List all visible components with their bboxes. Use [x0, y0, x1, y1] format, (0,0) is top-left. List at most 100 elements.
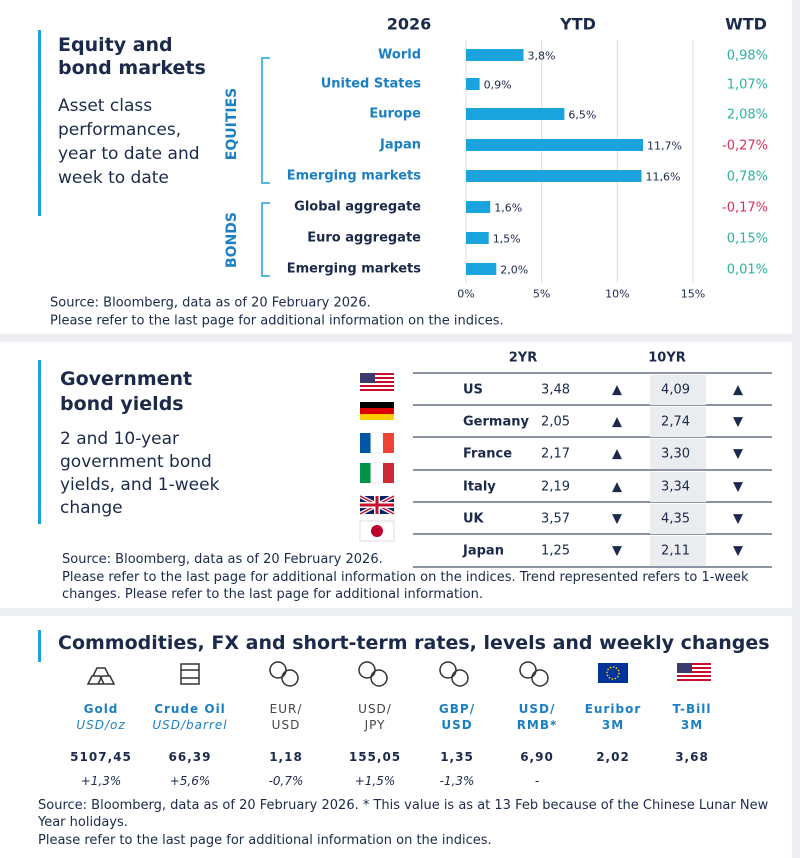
oil-icon [180, 663, 200, 685]
item-name: USD/ [518, 702, 556, 716]
flag-uk [359, 494, 395, 516]
x-tick-label: 5% [532, 287, 551, 301]
trend-10yr: ▼ [733, 479, 743, 495]
equity-panel [0, 0, 792, 334]
category-label: Global aggregate [294, 199, 421, 215]
country: UK [463, 511, 484, 527]
fx-icon [370, 669, 388, 687]
item-name: Gold [83, 702, 119, 716]
bar [466, 201, 491, 213]
item-name: EUR/ [269, 702, 303, 716]
item-unit: JPY [364, 718, 386, 732]
item-name: Crude Oil [154, 702, 226, 716]
value-label: 3,8% [527, 49, 556, 63]
trend-10yr: ▼ [733, 543, 743, 559]
item-level: 1,35 [440, 750, 474, 764]
country: Japan [463, 543, 504, 559]
yield-10yr: 2,74 [661, 414, 690, 430]
trend-2yr: ▲ [612, 382, 622, 398]
yield-2yr: 2,05 [541, 414, 570, 430]
item-name: T-Bill [672, 702, 712, 716]
flag-jp [359, 520, 395, 542]
source-note: Please refer to the last page for additi… [38, 833, 492, 848]
item-unit: USD [441, 718, 473, 732]
item-unit: 3M [601, 718, 625, 732]
chart-subtitle: Asset class performances, year to date a… [58, 96, 200, 188]
fx-icon [451, 669, 469, 687]
yield-10yr: 4,09 [661, 382, 690, 398]
bar [466, 232, 489, 244]
yield-2yr: 3,57 [541, 511, 570, 527]
value-label: 11,6% [645, 170, 681, 184]
value-label: 11,7% [647, 139, 682, 153]
item-level: 2,02 [596, 750, 630, 764]
source-note: Please refer to the last page for additi… [50, 313, 504, 329]
item-level: 6,90 [520, 750, 554, 764]
wtd-value: -0,17% [722, 200, 768, 216]
year-label: 2026 [386, 14, 432, 34]
wtd-value: 0,98% [726, 48, 768, 64]
trend-2yr: ▲ [612, 414, 622, 430]
gold-icon [86, 667, 116, 685]
yield-2yr: 2,19 [541, 479, 570, 495]
item-change: +1,3% [80, 774, 122, 788]
source-note: Source: Bloomberg, data as of 20 Februar… [62, 552, 383, 567]
item-change: -0,7% [268, 774, 304, 788]
yield-10yr: 3,34 [661, 479, 690, 495]
section-subtitle: 2 and 10-year government bond yields, an… [60, 429, 220, 518]
source-note: Source: Bloomberg, data as of 20 Februar… [50, 295, 371, 311]
value-label: 1,5% [492, 232, 521, 246]
yield-10yr: 3,30 [661, 446, 690, 462]
country: Italy [463, 479, 496, 495]
flag-fr [360, 432, 394, 454]
trend-10yr: ▼ [733, 414, 743, 430]
flag-us [360, 373, 394, 391]
item-change: -1,3% [439, 774, 475, 788]
wtd-value: 0,78% [726, 169, 768, 185]
category-label: Japan [380, 137, 421, 153]
trend-2yr: ▲ [612, 479, 622, 495]
country: France [463, 446, 513, 462]
section-title: Government bond yields [60, 368, 193, 415]
yield-10yr: 2,11 [661, 543, 690, 559]
column-header: 2YR [508, 350, 538, 366]
accent-bar [38, 630, 41, 662]
item-unit: USD [271, 718, 301, 732]
flag-eu [598, 663, 628, 683]
x-tick-label: 0% [457, 287, 475, 301]
value-label: 6,5% [568, 108, 597, 122]
column-header: 10YR [648, 350, 686, 366]
value-label: 1,6% [494, 201, 523, 215]
commodities-panel [0, 616, 792, 858]
wtd-value: 2,08% [726, 107, 768, 123]
bar [466, 78, 480, 90]
item-unit: USD/oz [76, 718, 126, 732]
trend-10yr: ▼ [733, 446, 743, 462]
item-level: 155,05 [348, 750, 402, 764]
trend-2yr: ▲ [612, 446, 622, 462]
highlight-cell [650, 407, 706, 437]
source-note: Please refer to the last page for additi… [62, 570, 749, 602]
item-level: 5107,45 [70, 750, 132, 764]
fx-icon [531, 669, 549, 687]
highlight-cell [650, 375, 706, 405]
flag-us-small [677, 663, 711, 683]
highlight-cell [650, 504, 706, 534]
yield-2yr: 3,48 [541, 382, 570, 398]
trend-2yr: ▼ [612, 543, 622, 559]
group-label: BONDS [224, 212, 240, 268]
item-name: Euribor [584, 702, 642, 716]
category-label: Europe [369, 106, 421, 122]
item-unit: RMB* [516, 718, 558, 732]
fx-icon [439, 661, 457, 679]
value-label: 0,9% [483, 78, 512, 92]
x-tick-label: 10% [605, 287, 630, 301]
item-unit: 3M [680, 718, 704, 732]
wtd-value: 0,15% [726, 231, 768, 247]
yield-2yr: 2,17 [541, 446, 570, 462]
trend-10yr: ▼ [733, 511, 743, 527]
trend-10yr: ▲ [733, 382, 743, 398]
trend-2yr: ▼ [612, 511, 622, 527]
fx-icon [358, 661, 376, 679]
